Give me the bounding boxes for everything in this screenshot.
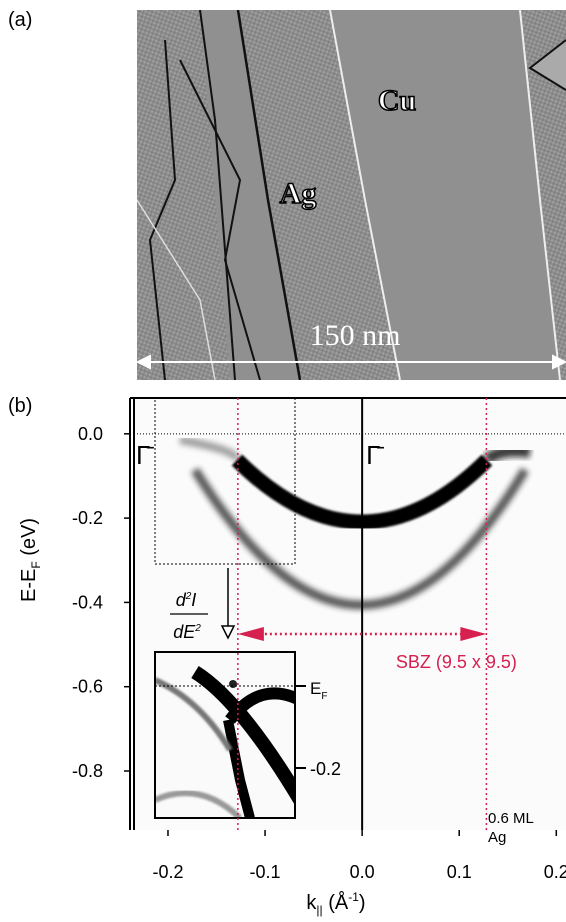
arrow-head (460, 627, 487, 641)
inset (154, 651, 306, 819)
y-tick-label: -0.2 (72, 508, 103, 528)
y-axis-label: E-EF (eV) (18, 518, 43, 602)
scale-bar (135, 354, 566, 370)
coverage-label: 0.6 ML (488, 810, 534, 827)
text: (Å (323, 891, 349, 914)
arrow-head (237, 627, 264, 641)
gamma-label: Γ̄ (136, 440, 154, 470)
derivative-denominator: dE2 (173, 622, 201, 642)
text: 2 (194, 623, 201, 634)
text: k (306, 892, 317, 914)
panel-label: (a) (8, 9, 32, 31)
text: E-E (18, 569, 40, 602)
gamma-label: Γ̄ (366, 440, 384, 470)
x-tick-label: 0.2 (544, 862, 566, 882)
text: ) (359, 892, 366, 914)
text: dE (173, 622, 196, 642)
selection-box (154, 397, 296, 565)
text: (eV) (18, 518, 40, 561)
text: -1 (348, 890, 359, 904)
text: 2 (185, 591, 192, 602)
y-tick-label: 0.0 (78, 424, 103, 444)
text: I (191, 590, 196, 610)
text: d (176, 590, 187, 610)
inset-tick-label: -0.2 (310, 759, 341, 779)
x-tick-label: 0.0 (350, 862, 375, 882)
coverage-label: Ag (488, 829, 506, 846)
stm-image (137, 10, 566, 380)
x-tick-label: -0.1 (250, 862, 281, 882)
x-axis-label: k|| (Å-1) (306, 890, 365, 917)
x-tick-label: -0.2 (152, 862, 183, 882)
x-tick-label: 0.1 (447, 862, 472, 882)
y-tick-label: -0.4 (72, 592, 103, 612)
text: F (29, 561, 43, 568)
text: || (316, 903, 322, 917)
text: E (310, 679, 321, 698)
panel-label: (b) (8, 395, 32, 417)
derivative-numerator: d2I (176, 590, 197, 610)
text: F (321, 691, 327, 702)
region-label: Cu (378, 84, 416, 117)
inset-label: EF (310, 679, 327, 702)
sbz-label: SBZ (9.5 x 9.5) (396, 652, 517, 672)
derivative-arrow (220, 568, 236, 640)
y-tick-label: -0.8 (72, 761, 103, 781)
y-tick-label: -0.6 (72, 677, 103, 697)
scale-bar-label: 150 nm (310, 319, 401, 352)
region-label: Ag (280, 177, 317, 210)
